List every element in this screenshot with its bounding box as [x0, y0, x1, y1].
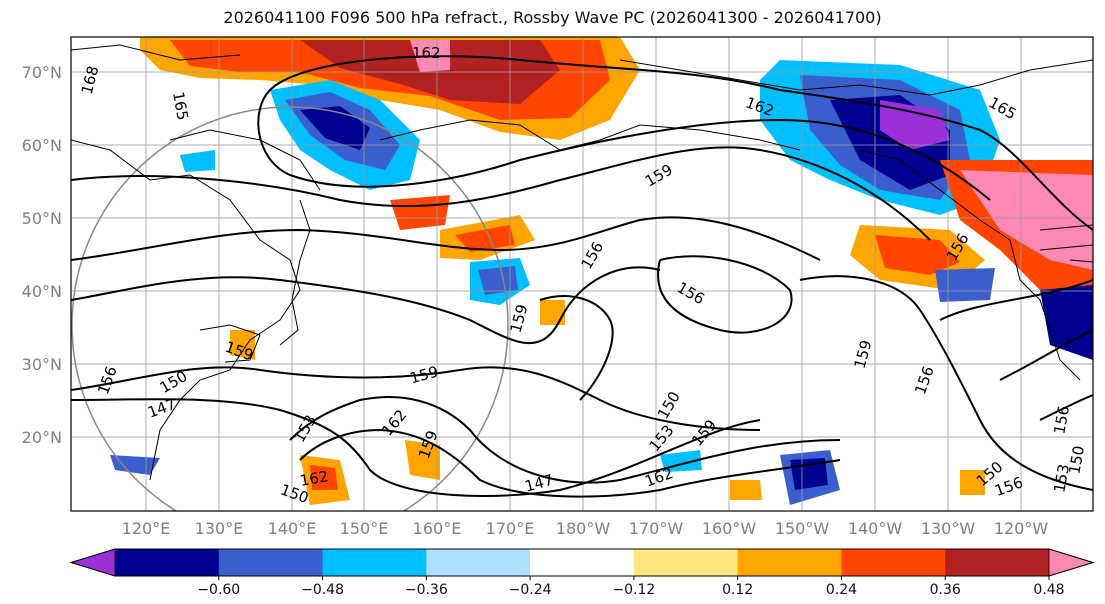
colorbar-outline [69, 548, 1095, 577]
contour-label: 165 [169, 90, 192, 121]
colorbar-tick-label: 0.48 [1033, 582, 1064, 598]
lon-label: 170°W [629, 519, 684, 538]
map-frame [70, 36, 1094, 512]
lat-label-70n: 70°N [22, 63, 62, 82]
colorbar-tick-label: 0.24 [826, 582, 857, 598]
lon-label: 120°W [994, 519, 1049, 538]
lon-label: 140°W [848, 519, 903, 538]
colorbar-swatch [530, 549, 635, 576]
lon-label: 170°E [486, 519, 535, 538]
contour-label: 153 [1050, 463, 1073, 494]
contour-label: 156 [1050, 404, 1073, 435]
colorbar-swatch [841, 549, 946, 576]
map-title: 2026041100 F096 500 hPa refract., Rossby… [223, 8, 882, 27]
colorbar-tick-label: −0.24 [509, 582, 552, 598]
lon-label: 180°W [556, 519, 611, 538]
lat-label-60n: 60°N [22, 136, 62, 155]
colorbar-swatch [426, 549, 531, 576]
lat-label-30n: 30°N [22, 355, 62, 374]
colorbar-swatch [322, 549, 427, 576]
contour-lines [71, 55, 1093, 498]
contour-label: 162 [298, 467, 329, 490]
lat-label-40n: 40°N [22, 282, 62, 301]
colorbar-swatch [633, 549, 739, 576]
lon-label: 150°E [340, 519, 389, 538]
colorbar-swatch [115, 549, 220, 576]
lat-label-50n: 50°N [22, 209, 62, 228]
lon-label: 120°E [122, 519, 171, 538]
colorbar-tick-label: 0.12 [722, 582, 753, 598]
colorbar-tick-label: −0.48 [301, 582, 344, 598]
colorbar-extend-low [69, 548, 116, 577]
colorbar-tick-label: 0.36 [930, 582, 961, 598]
colorbar-swatch [945, 549, 1050, 576]
contour-label: 150 [1065, 444, 1088, 475]
lon-label: 140°E [268, 519, 317, 538]
shading-layer [110, 37, 1093, 505]
colorbar-tick-label: −0.60 [197, 582, 240, 598]
grey-reference-circle [71, 106, 509, 511]
colorbar-extend-high [1048, 548, 1095, 577]
longitude-labels: 120°E 130°E 140°E 150°E 160°E 170°E 180°… [122, 519, 1049, 538]
colorbar: −0.60 −0.48 −0.36 −0.24 −0.12 0.12 0.24 0.36 0.4… [69, 548, 1095, 598]
lon-label: 130°E [195, 519, 244, 538]
lon-label: 130°W [921, 519, 976, 538]
lon-label: 160°E [413, 519, 462, 538]
colorbar-swatch [218, 549, 324, 576]
lon-label: 150°W [775, 519, 830, 538]
lat-label-20n: 20°N [22, 428, 62, 447]
colorbar-tick-label: −0.36 [405, 582, 448, 598]
contour-label: 162 [412, 44, 441, 62]
coastlines [71, 44, 1093, 481]
latitude-labels: 70°N 60°N 50°N 40°N 30°N 20°N [22, 63, 62, 447]
colorbar-tick-label: −0.12 [612, 582, 655, 598]
lon-label: 160°W [702, 519, 757, 538]
colorbar-swatch [737, 549, 842, 576]
